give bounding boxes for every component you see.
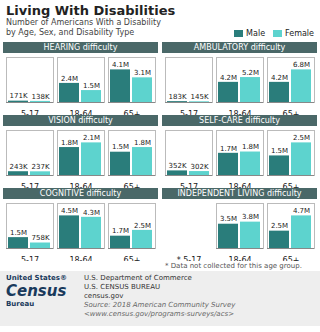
html-text:* Data not collected for this: * Data not collected for this age group. [165,262,302,270]
svg-text:352K: 352K [169,162,187,170]
svg-text:171K: 171K [10,92,28,100]
svg-text:145K: 145K [191,93,209,101]
svg-text:65+: 65+ [124,256,141,261]
html-text:COGNITIVE difficulty: COGNITIVE difficulty [39,189,122,198]
svg-text:1.5M: 1.5M [10,229,27,237]
svg-text:302K: 302K [191,163,209,171]
svg-text:6.8M: 6.8M [293,61,310,69]
svg-text:4.7M: 4.7M [293,207,310,215]
html-text:United States®: United States® [6,274,67,282]
svg-text:2.5M: 2.5M [293,134,310,142]
svg-text:1.8M: 1.8M [134,139,151,147]
html-text:Female: Female [285,29,314,38]
html-text:AMBULATORY difficulty: AMBULATORY difficulty [193,43,286,52]
html-text:INDEPENDENT LIVING difficulty: INDEPENDENT LIVING difficulty [177,189,302,198]
html-text:Census: Census [6,282,67,300]
svg-text:1.5M: 1.5M [112,143,129,151]
html-text:Source: 2018 American Communit: Source: 2018 American Community Survey [84,301,236,309]
html-text:census.gov: census.gov [84,292,124,300]
svg-text:2.5M: 2.5M [134,222,151,230]
svg-text:2.5M: 2.5M [271,222,288,230]
svg-text:3.1M: 3.1M [134,69,151,77]
svg-text:1.8M: 1.8M [242,143,259,151]
html-text:Bureau: Bureau [6,300,35,308]
svg-text:4.1M: 4.1M [112,61,129,69]
html-text:U.S. CENSUS BUREAU: U.S. CENSUS BUREAU [84,283,161,291]
html-text:VISION difficulty: VISION difficulty [48,116,113,125]
svg-text:4.5M: 4.5M [61,207,78,215]
svg-text:65+: 65+ [283,256,300,261]
html-text:Number of Americans With a Dis: Number of Americans With a Disability by… [6,18,161,37]
html-text:<www.census.gov/programs-surve: <www.census.gov/programs-surveys/acs> [84,310,234,318]
html-text:Living With Disabilities: Living With Disabilities [6,3,176,18]
svg-text:5-17: 5-17 [21,256,39,261]
svg-text:183K: 183K [169,93,187,101]
svg-text:4.2M: 4.2M [271,74,288,82]
svg-text:1.5M: 1.5M [271,147,288,155]
svg-text:4.2M: 4.2M [220,74,237,82]
svg-text:1.7M: 1.7M [220,145,237,153]
svg-text:1.7M: 1.7M [112,227,129,235]
svg-text:243K: 243K [10,163,28,171]
html-text:SELF-CARE difficulty: SELF-CARE difficulty [199,116,280,125]
svg-text:2.4M: 2.4M [61,75,78,83]
svg-text:1.5M: 1.5M [83,82,100,90]
svg-text:138K: 138K [32,93,50,101]
svg-text:758K: 758K [32,234,50,242]
svg-text:1.8M: 1.8M [61,139,78,147]
html-text:HEARING difficulty: HEARING difficulty [43,43,118,52]
svg-text:* 5-17: * 5-17 [177,256,202,261]
html-text:U.S. Department of Commerce: U.S. Department of Commerce [84,274,192,282]
svg-text:2.1M: 2.1M [83,134,100,142]
svg-text:18-64: 18-64 [228,256,251,261]
svg-text:18-64: 18-64 [69,256,92,261]
svg-text:3.5M: 3.5M [220,215,237,223]
svg-text:4.3M: 4.3M [83,209,100,217]
html-text:Male: Male [246,29,266,38]
svg-text:3.8M: 3.8M [242,213,259,221]
svg-text:237K: 237K [32,163,50,171]
svg-text:5.2M: 5.2M [242,69,259,77]
